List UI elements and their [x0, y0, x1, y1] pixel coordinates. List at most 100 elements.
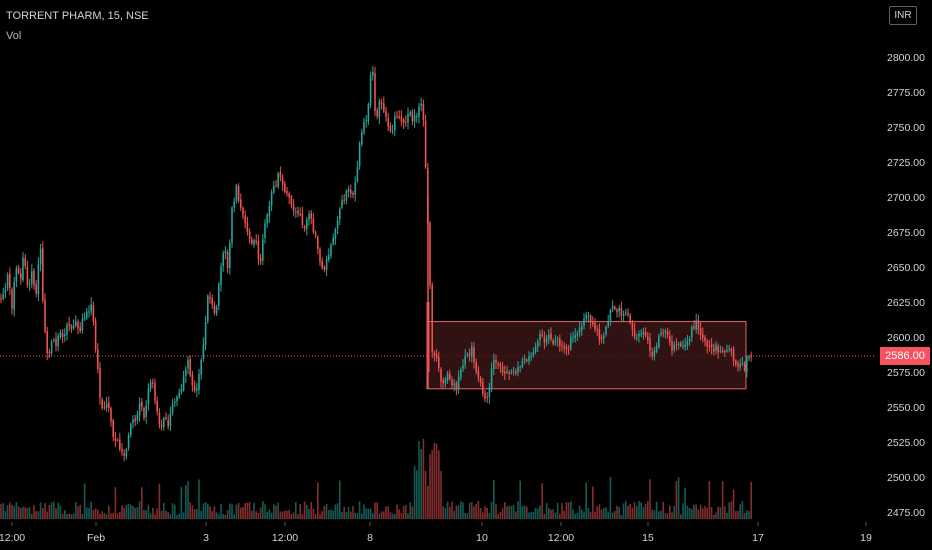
- volume-bar: [222, 513, 224, 519]
- price-tick-label: 2575.00: [887, 367, 925, 379]
- volume-bar: [244, 503, 246, 519]
- volume-bar: [303, 501, 306, 519]
- volume-bar: [185, 485, 187, 519]
- volume-bar: [99, 513, 101, 519]
- candle-body: [174, 401, 176, 403]
- candle-body: [358, 142, 361, 167]
- candle-body: [508, 372, 510, 374]
- volume-bar: [202, 503, 205, 519]
- volume-bar: [0, 504, 2, 519]
- candle-body: [253, 240, 255, 245]
- volume-bar: [743, 512, 746, 519]
- candle-body: [499, 363, 502, 367]
- volume-bar: [39, 502, 42, 519]
- time-tick-label: 12:00: [548, 532, 574, 544]
- volume-bar: [44, 503, 46, 519]
- volume-bar: [259, 507, 262, 519]
- candle-body: [103, 406, 106, 408]
- volume-bar: [651, 509, 653, 519]
- candle-body: [387, 117, 389, 127]
- candle-body: [543, 336, 546, 343]
- candle-body: [22, 257, 24, 281]
- volume-bar: [574, 514, 576, 519]
- volume-bar: [233, 514, 235, 519]
- price-axis[interactable]: 2475.00 2500.00 2525.00 2550.00 2575.00 2600.…: [887, 52, 925, 519]
- candle-body: [130, 423, 132, 436]
- candle-body: [48, 351, 51, 354]
- volume-bar: [310, 502, 312, 519]
- candle-body: [488, 387, 491, 398]
- candle-body: [15, 267, 18, 282]
- volume-bar: [691, 509, 693, 519]
- volume-bar: [220, 504, 222, 519]
- volume-bar: [4, 511, 7, 519]
- volume-bar: [455, 505, 458, 519]
- volume-bar: [262, 501, 264, 519]
- volume-bar: [576, 513, 579, 519]
- volume-bar: [334, 504, 337, 519]
- volume-bar: [46, 511, 48, 519]
- candle-body: [721, 350, 724, 353]
- candle-body: [347, 188, 350, 192]
- volume-bar: [358, 501, 361, 519]
- volume-bar: [695, 504, 697, 519]
- volume-bar: [143, 510, 145, 519]
- volume-bar: [369, 508, 372, 519]
- candle-body: [24, 258, 26, 266]
- volume-bar: [237, 503, 240, 519]
- volume-bar: [163, 502, 165, 519]
- volume-bar: [495, 504, 497, 519]
- volume-bar: [627, 505, 629, 519]
- volume-bar: [134, 507, 136, 519]
- time-axis[interactable]: 12:00 Feb 3 12:00 8 10 12:00 15 17 19: [0, 522, 872, 544]
- volume-bar: [739, 504, 741, 519]
- volume-bar: [105, 514, 108, 519]
- candle-body: [328, 254, 330, 260]
- volume-bar: [693, 504, 695, 519]
- candle-body: [306, 219, 308, 229]
- volume-bar: [629, 503, 631, 519]
- candle-body: [288, 193, 290, 198]
- candle-body: [83, 317, 86, 320]
- candle-body: [563, 346, 565, 349]
- volume-bar: [279, 511, 282, 519]
- candle-body: [435, 354, 438, 359]
- candle-body: [548, 334, 550, 339]
- candle-body: [576, 333, 579, 336]
- candle-body: [11, 289, 13, 309]
- time-tick-label: 12:00: [0, 532, 25, 544]
- candle-body: [112, 420, 114, 437]
- candle-body: [468, 353, 471, 356]
- volume-bar: [299, 504, 301, 519]
- candle-body: [295, 211, 297, 213]
- volume-bar: [488, 512, 491, 519]
- volume-bar: [537, 508, 539, 519]
- candle-body: [361, 132, 363, 145]
- candle-body: [702, 334, 704, 338]
- volume-bar: [605, 507, 607, 519]
- candle-body: [473, 347, 475, 362]
- currency-button[interactable]: INR: [889, 6, 917, 25]
- volume-bar: [156, 508, 158, 519]
- volume-bar: [187, 481, 189, 519]
- candle-body: [504, 371, 506, 374]
- volume-bar: [565, 502, 568, 519]
- candle-body: [526, 360, 528, 362]
- volume-bar: [598, 504, 601, 519]
- volume-bar: [292, 512, 295, 519]
- time-tick-label: 12:00: [272, 532, 298, 544]
- volume-bar: [462, 502, 464, 519]
- time-tick-label: 10: [476, 532, 488, 544]
- candle-body: [273, 186, 275, 193]
- volume-bar: [189, 502, 191, 519]
- volume-bar: [708, 480, 711, 519]
- volume-bar: [497, 514, 499, 519]
- candle-body: [418, 106, 420, 118]
- volume-bar: [361, 513, 363, 519]
- volume-bar: [611, 512, 614, 519]
- volume-bar: [431, 450, 433, 519]
- volume-bar: [543, 513, 546, 519]
- candle-body: [369, 75, 372, 106]
- candle-body: [706, 341, 708, 347]
